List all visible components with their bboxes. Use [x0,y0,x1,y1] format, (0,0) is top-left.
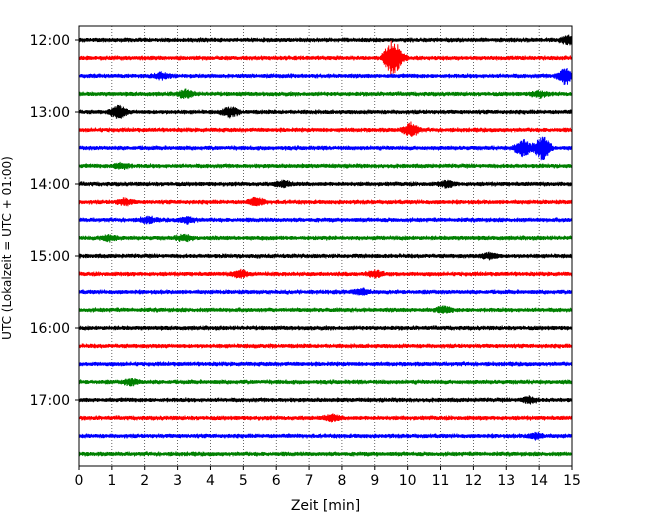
x-tick-label: 15 [563,473,581,489]
y-tick-label: 14:00 [30,177,70,193]
trace-1515 [78,268,573,279]
y-tick-label: 12:00 [30,33,70,49]
trace-1615 [78,343,573,349]
x-tick-label: 0 [75,473,84,489]
trace-1345 [78,161,573,170]
trace-1215 [78,40,573,76]
x-tick-label: 5 [239,473,248,489]
trace-1330 [78,136,573,161]
x-tick-label: 6 [272,473,281,489]
x-tick-label: 2 [140,473,149,489]
trace-1400 [78,179,573,189]
trace-1415 [78,196,573,207]
x-axis-ticks: 0 1 2 3 4 5 6 7 8 9 10 11 12 13 14 15 [75,466,581,489]
y-tick-label: 15:00 [30,249,70,265]
vertical-gridlines [111,26,540,466]
x-tick-label: 14 [530,473,548,489]
y-tick-label: 16:00 [30,321,70,337]
trace-1630 [78,361,573,367]
trace-1300 [78,104,573,119]
trace-1645 [78,377,573,387]
x-tick-label: 13 [497,473,515,489]
x-tick-label: 10 [399,473,417,489]
trace-1600 [78,325,573,331]
seismogram-traces [78,34,573,457]
trace-1545 [78,305,573,314]
trace-1230 [78,68,573,85]
y-axis-ticks: 12:00 13:00 14:00 15:00 16:00 17:00 [30,33,79,409]
y-axis-label: UTC (Lokalzeit = UTC + 01:00) [0,156,14,340]
trace-1445 [78,233,573,243]
x-tick-label: 11 [432,473,450,489]
trace-1200 [78,34,573,46]
trace-1745 [78,451,573,457]
y-tick-label: 17:00 [30,393,70,409]
trace-1430 [78,215,573,225]
x-tick-label: 4 [206,473,215,489]
trace-1315 [78,121,573,137]
x-tick-label: 8 [337,473,346,489]
trace-1715 [78,413,573,423]
trace-1245 [78,88,573,100]
x-tick-label: 9 [370,473,379,489]
x-tick-label: 3 [173,473,182,489]
x-tick-label: 1 [107,473,116,489]
trace-1700 [78,395,573,405]
x-axis-label: Zeit [min] [291,498,360,514]
x-tick-label: 12 [464,473,482,489]
x-tick-label: 7 [305,473,314,489]
y-tick-label: 13:00 [30,105,70,121]
trace-1500 [78,251,573,261]
trace-1530 [78,287,573,296]
plot-frame [78,25,573,467]
trace-1730 [78,431,573,441]
